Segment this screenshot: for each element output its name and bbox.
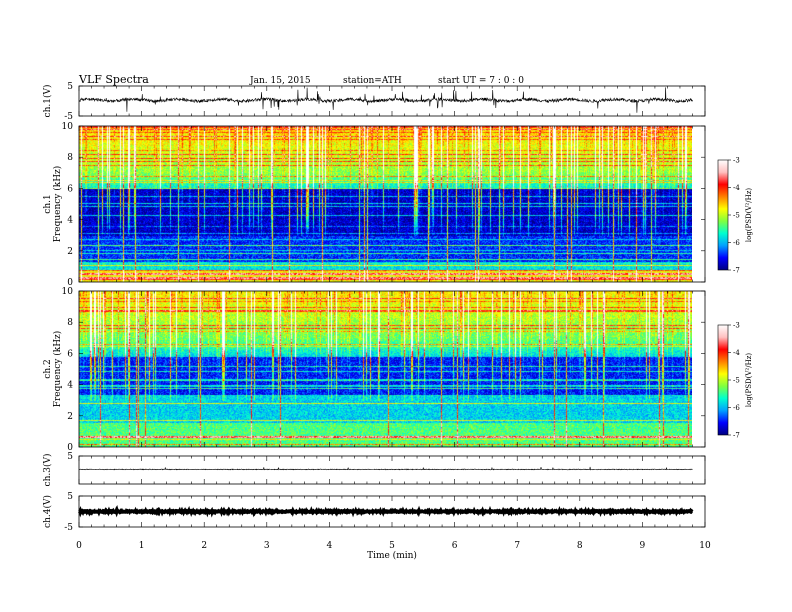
- ch1_spec-y-tick-label: 10: [62, 122, 74, 132]
- ch2_spec-y-axis-label: Frequency (kHz): [52, 331, 63, 408]
- ch2_spec-colorbar-tick-label: -7: [733, 432, 740, 440]
- ch1_spec-colorbar-tick-label: -7: [733, 267, 740, 275]
- ch4_wave-y-tick-label: 5: [67, 492, 73, 502]
- ch2_spec-y-tick-label: 8: [67, 318, 73, 328]
- ch2_spec-spectrogram-image: [79, 291, 692, 447]
- ch3_wave-trace: [78, 466, 693, 471]
- x-tick-label: 10: [699, 541, 711, 551]
- x-tick-label: 2: [201, 541, 207, 551]
- ch2_spec-colorbar-tick-label: -6: [733, 404, 740, 412]
- ch1_spec-colorbar-label: log(PSD(V²/Hz): [745, 188, 753, 243]
- ch1_spec-colorbar-tick-label: -6: [733, 239, 740, 247]
- ch1_spec-y-tick-label: 0: [67, 278, 73, 288]
- ch2_spec-colorbar-tick-label: -3: [733, 322, 740, 330]
- ch1_spec-y-tick-label: 8: [67, 153, 73, 163]
- ch2_spec-y-tick-label: 4: [67, 381, 73, 391]
- ch1_spec-y-tick-label: 2: [67, 247, 73, 257]
- ch2_spec-colorbar: [717, 324, 729, 436]
- ch1_spec-channel-label: ch.1: [43, 194, 53, 213]
- ch1_spec-y-tick-label: 6: [67, 184, 73, 194]
- x-tick-label: 6: [452, 541, 458, 551]
- ch1_wave-y-tick-label: -5: [64, 112, 73, 122]
- date-label: Jan. 15, 2015: [249, 76, 311, 86]
- x-tick-label: 5: [389, 541, 395, 551]
- chart-title: VLF Spectra: [78, 73, 149, 86]
- ch2_spec-colorbar-tick-label: -4: [733, 349, 740, 357]
- station-label: station=ATH: [343, 76, 402, 86]
- x-tick-label: 0: [76, 541, 82, 551]
- x-tick-label: 8: [577, 541, 583, 551]
- ch2_spec-y-tick-label: 0: [67, 443, 73, 453]
- x-tick-label: 4: [327, 541, 333, 551]
- ch4_wave-trace: [78, 504, 694, 518]
- ch2_spec-y-tick-label: 6: [67, 349, 73, 359]
- ch1_spec-colorbar-tick-label: -3: [733, 157, 740, 165]
- x-tick-label: 1: [139, 541, 145, 551]
- ch1_spec-y-tick-label: 4: [67, 216, 73, 226]
- x-tick-label: 7: [514, 541, 520, 551]
- ch1_wave-trace: [79, 87, 693, 113]
- ch2_spec-colorbar-label: log(PSD(V²/Hz): [745, 353, 753, 408]
- ch4_wave-y-tick-label: -5: [64, 523, 73, 533]
- start-time-label: start UT = 7 : 0 : 0: [438, 76, 524, 86]
- ch1_spec-colorbar: [717, 159, 729, 271]
- ch2_spec-y-tick-label: 10: [62, 287, 74, 297]
- axes: [78, 85, 731, 528]
- ch2_spec-y-tick-label: 2: [67, 412, 73, 422]
- ch1_wave-y-tick-label: 5: [67, 82, 73, 92]
- ch3_wave-y-tick-label: 5: [67, 452, 73, 462]
- ch1_spec-y-axis-label: Frequency (kHz): [52, 166, 63, 243]
- x-axis-label: Time (min): [367, 550, 417, 561]
- x-tick-label: 3: [264, 541, 270, 551]
- ch2_spec-colorbar-tick-label: -5: [733, 377, 740, 385]
- ch1_spec-spectrogram-image: [79, 126, 692, 282]
- ch1_spec-colorbar-tick-label: -4: [733, 184, 740, 192]
- ch3_wave-y-axis-label: ch.3(V): [42, 454, 53, 487]
- waveform-traces: [78, 87, 694, 518]
- ch2_spec-channel-label: ch.2: [43, 359, 53, 378]
- spectrogram-images: [79, 126, 692, 447]
- x-tick-label: 9: [640, 541, 646, 551]
- ch4_wave-y-axis-label: ch.4(V): [42, 495, 53, 528]
- ch1_spec-colorbar-tick-label: -5: [733, 212, 740, 220]
- ch1_wave-y-axis-label: ch.1(V): [42, 85, 53, 118]
